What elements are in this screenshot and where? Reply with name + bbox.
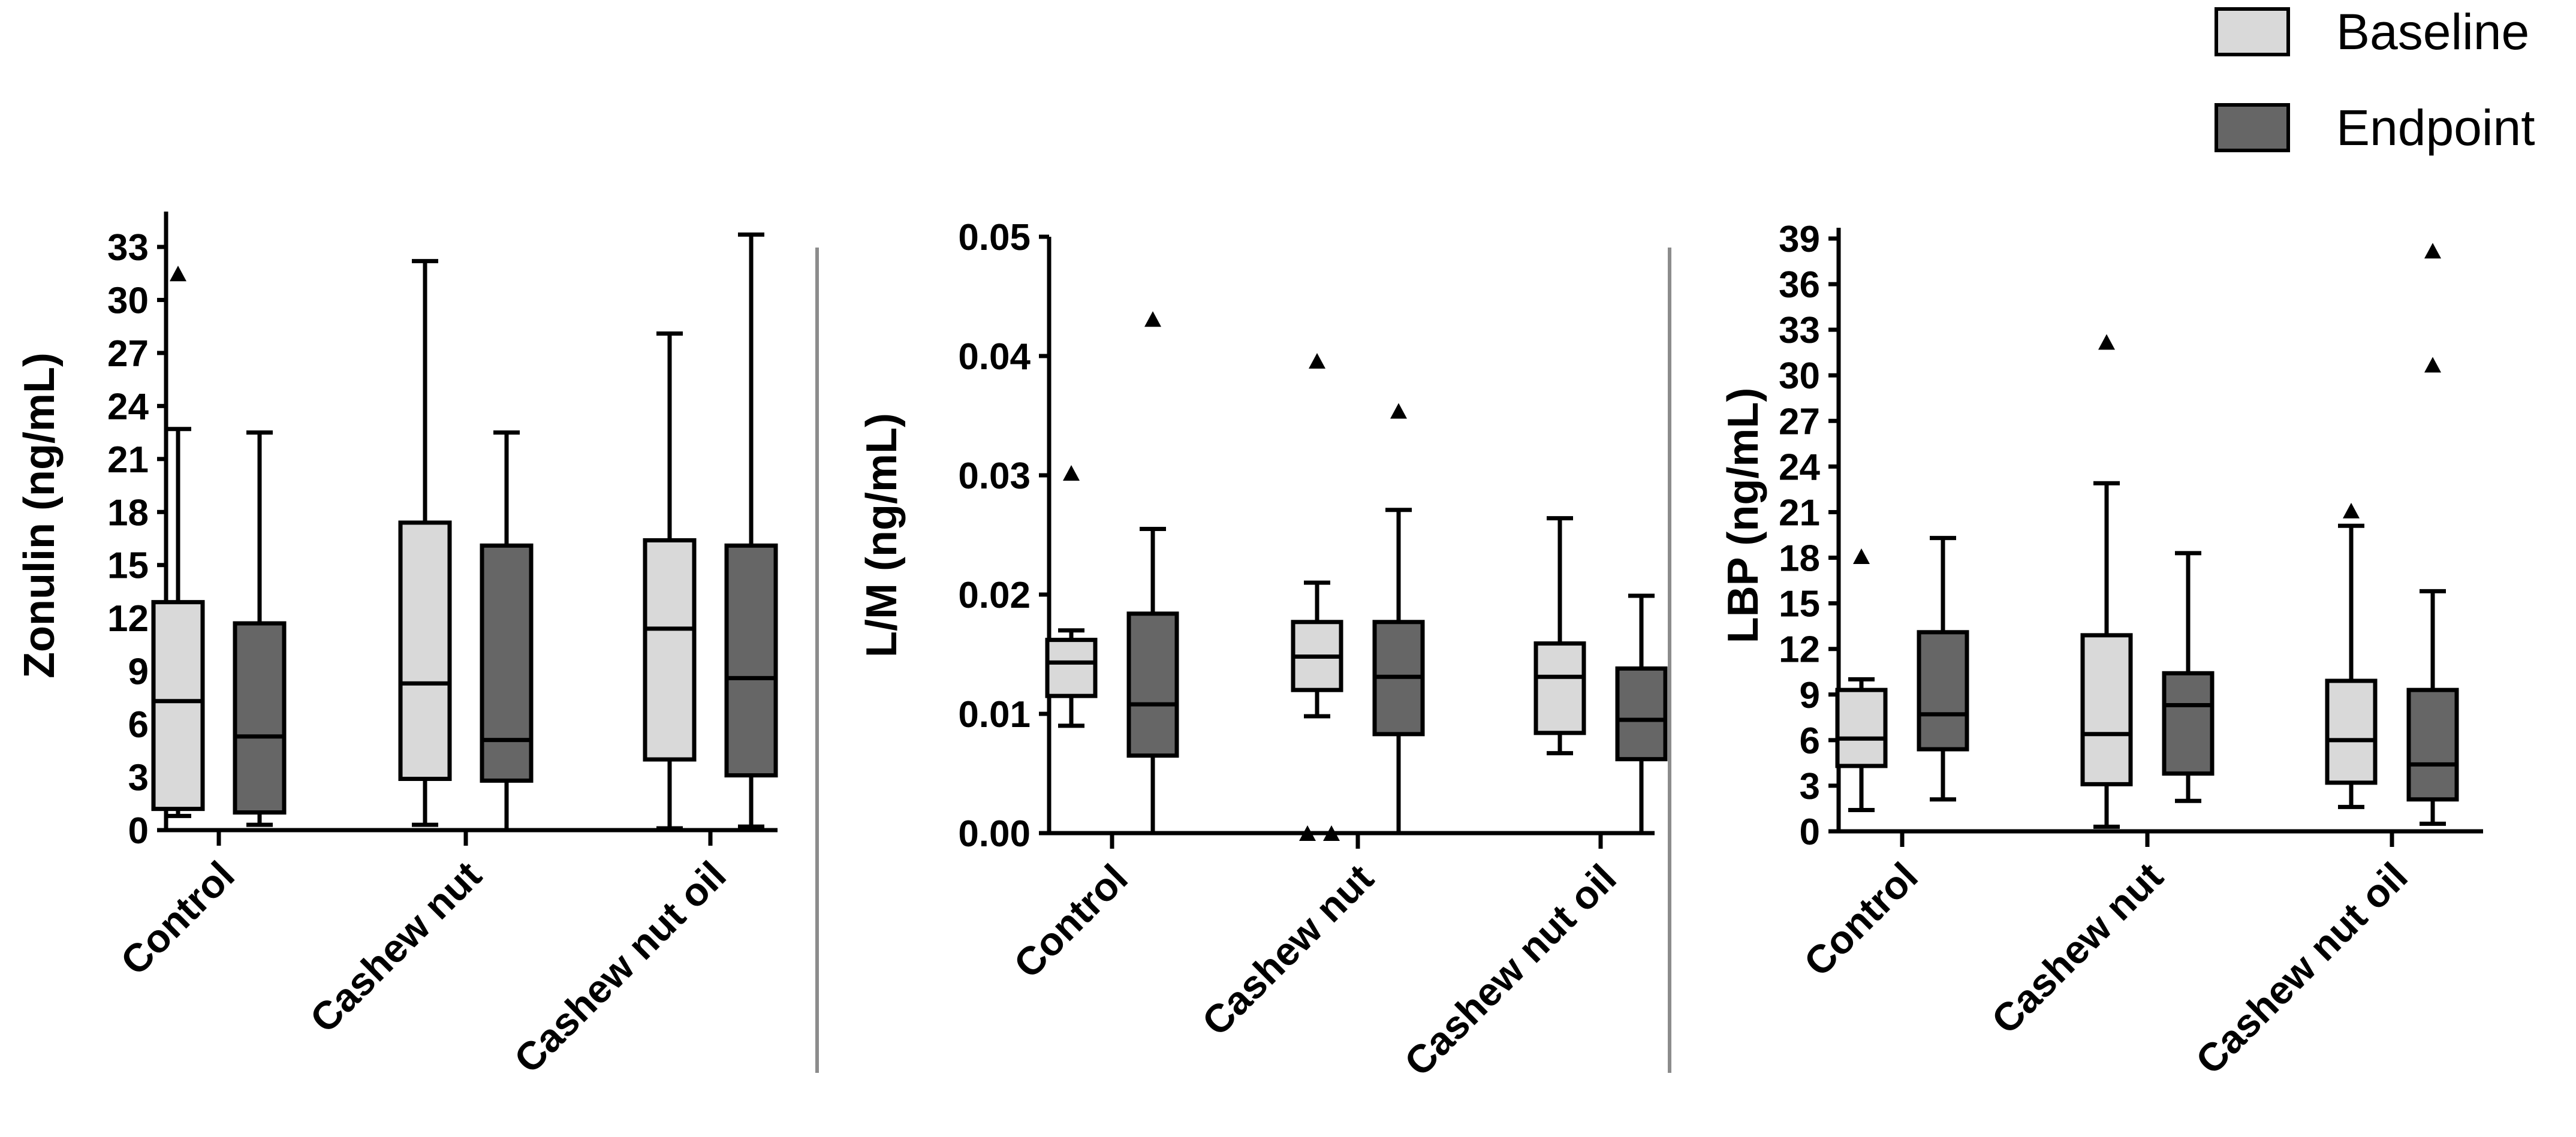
panel-zonulin: Zonulin (ng/mL) 0 3 6 9 12 15 18 21 24 27 30 33 Cont… <box>16 212 778 1081</box>
y-tick-label: 12 <box>1779 629 1820 671</box>
y-tick-label: 33 <box>1779 310 1820 351</box>
outlier-point <box>1390 403 1407 419</box>
outlier-point <box>1299 825 1316 841</box>
panel-lbp: LBP (ng/mL) 036912151821242730333639Cont… <box>1719 219 2483 1082</box>
x-category-label: Cashew nut <box>302 853 490 1041</box>
box-baseline <box>643 538 697 762</box>
y-tick-label: 33 <box>107 227 149 269</box>
box-baseline <box>1533 641 1586 735</box>
outlier-point <box>1063 465 1080 481</box>
box-endpoint <box>2162 671 2215 776</box>
y-tick-label: 0.05 <box>958 217 1031 258</box>
box-endpoint <box>1126 611 1179 758</box>
x-category-label: Control <box>1795 854 1926 985</box>
y-tick-label: 15 <box>107 545 149 587</box>
x-category-label: Cashew nut oil <box>1396 856 1625 1085</box>
y-tick-label: 15 <box>1779 584 1820 625</box>
outlier-point <box>2424 243 2441 259</box>
outlier-point <box>1144 311 1161 327</box>
y-tick-label: 3 <box>128 758 149 799</box>
y-tick-label: 24 <box>107 386 149 427</box>
y-tick-label: 24 <box>1779 447 1820 488</box>
y-tick-label: 6 <box>128 704 149 746</box>
y-tick-label: 36 <box>1779 264 1820 306</box>
y-tick-label: 18 <box>1779 538 1820 580</box>
box-endpoint <box>724 543 778 778</box>
y-tick-label: 27 <box>107 333 149 375</box>
box-baseline <box>1835 687 1888 768</box>
y-tick-label: 0 <box>128 810 149 852</box>
y-tick-label: 12 <box>107 598 149 640</box>
legend: Baseline Endpoint <box>2215 4 2535 156</box>
box-endpoint <box>2406 687 2459 802</box>
y-tick-label: 6 <box>1800 720 1820 762</box>
y-tick-label: 0.04 <box>958 336 1031 378</box>
y-tick-label: 21 <box>107 439 149 481</box>
box-baseline <box>1045 638 1098 698</box>
y-tick-label: 30 <box>1779 355 1820 397</box>
axis-title-zonulin: Zonulin (ng/mL) <box>16 352 64 678</box>
y-tick-label: 9 <box>128 652 149 693</box>
y-tick-label: 0.01 <box>958 694 1031 735</box>
legend-swatch-endpoint <box>2215 103 2290 152</box>
y-tick-label: 27 <box>1779 401 1820 442</box>
x-category-label: Control <box>112 853 243 984</box>
y-tick-label: 21 <box>1779 492 1820 533</box>
axis-title-lbp: LBP (ng/mL) <box>1719 388 1767 644</box>
outlier-point <box>1853 548 1870 565</box>
y-tick-label: 9 <box>1800 675 1820 716</box>
outlier-point <box>2343 502 2360 518</box>
x-category-label: Cashew nut <box>1194 856 1382 1044</box>
outlier-point <box>2098 334 2115 350</box>
x-category-label: Control <box>1005 856 1136 987</box>
y-tick-label: 18 <box>107 492 149 533</box>
y-tick-label: 0.03 <box>958 456 1031 497</box>
y-tick-label: 39 <box>1779 219 1820 260</box>
outlier-point <box>170 266 186 282</box>
box-endpoint <box>1615 666 1668 762</box>
box-endpoint <box>480 543 534 783</box>
box-endpoint <box>1917 630 1969 752</box>
y-tick-label: 0 <box>1800 812 1820 853</box>
panel-lm: L/M (ng/mL) 0.00 0.01 0.02 0.03 0.04 0.05 Cont… <box>858 217 1668 1085</box>
y-tick-label: 0.02 <box>958 575 1031 616</box>
x-category-label: Cashew nut <box>1983 854 2171 1042</box>
box-baseline <box>151 600 205 812</box>
legend-swatch-baseline <box>2215 7 2290 56</box>
outlier-point <box>2424 357 2441 373</box>
y-tick-label: 3 <box>1800 766 1820 807</box>
legend-label-endpoint: Endpoint <box>2336 99 2535 156</box>
y-tick-label: 0.00 <box>958 813 1031 855</box>
x-category-label: Cashew nut oil <box>505 853 734 1082</box>
axis-title-lm: L/M (ng/mL) <box>858 413 906 658</box>
box-baseline <box>2325 678 2378 785</box>
outlier-point <box>1309 352 1325 369</box>
box-baseline <box>2080 633 2133 786</box>
box-endpoint <box>233 621 287 815</box>
y-tick-label: 30 <box>107 280 149 321</box>
box-baseline <box>398 520 452 781</box>
outlier-point <box>1323 825 1340 841</box>
legend-label-baseline: Baseline <box>2336 4 2529 60</box>
x-category-label: Cashew nut oil <box>2187 854 2416 1083</box>
